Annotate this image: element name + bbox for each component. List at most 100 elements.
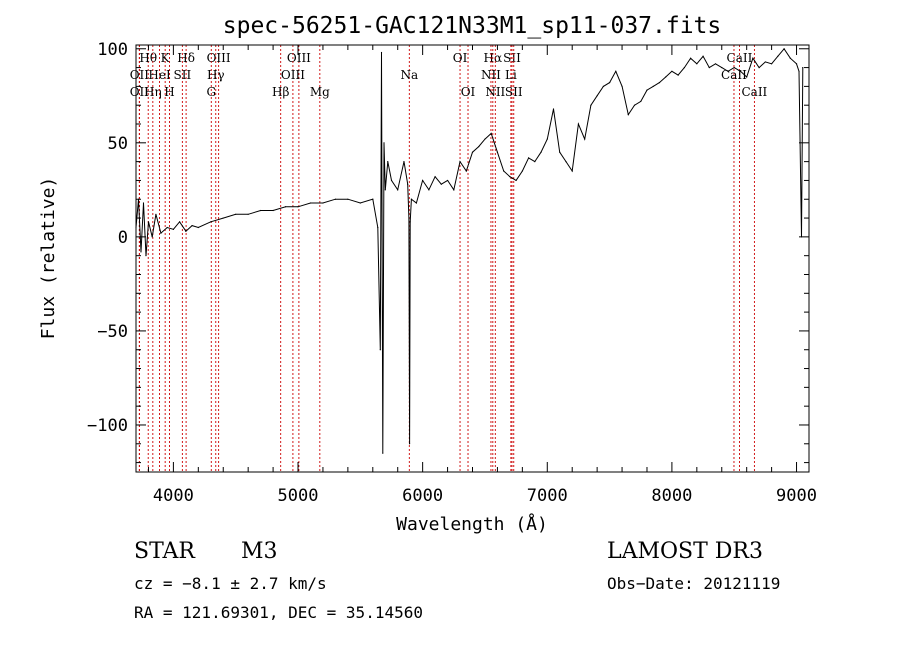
spectrum-point-9 [166,226,168,229]
x-tick-label-4: 8000 [651,486,692,506]
spectrum-point-104 [789,57,791,59]
spectrum-point-4 [145,255,147,257]
spectrum-point-79 [633,104,636,106]
y-tick-label-3: 50 [108,134,128,154]
spectrum-point-100 [764,61,766,63]
y-tick-label-2: 0 [118,228,128,248]
spectrum-point-57 [496,151,499,153]
line-marker-label-16: Na [400,68,418,82]
x-tick-label-5: 9000 [776,486,817,506]
spectrum-point-71 [584,138,586,140]
y-tick-label-1: −50 [97,322,128,342]
spectrum-point-41 [408,443,411,445]
y-axis-label: Flux (relative) [38,177,59,340]
y-axis: −100 −50 0 50 100 [87,40,809,464]
spectrum-point-94 [727,70,729,72]
spectrum-point-101 [771,63,773,65]
spectrum-point-65 [546,138,548,140]
line-marker-label-26: CaII [721,68,747,82]
line-marker-label-12: OIII [287,51,311,65]
spectrum-point-3 [142,202,145,204]
spectrum-point-19 [260,209,262,212]
spectrum-point-40 [408,217,410,219]
spectrum-point-54 [478,145,480,148]
survey-name: LAMOST DR3 [607,539,763,564]
line-marker-label-5: HeI [148,68,171,82]
spectrum-point-6 [151,236,153,238]
spectrum-point-36 [390,179,393,182]
spectrum-point-32 [382,452,384,454]
spectrum-point-25 [334,198,337,200]
spectrum-point-11 [179,221,181,223]
spectrum-point-7 [155,213,157,215]
line-marker-label-17: OI [453,51,468,65]
plot-frame [135,44,810,473]
spectrum-series [135,47,804,454]
line-marker-label-23: Li [505,68,517,82]
spectrum-point-72 [590,104,592,106]
spectrum-point-5 [147,221,150,223]
spectrum-point-29 [377,226,379,229]
redshift-velocity: cz = −8.1 ± 2.7 km/s [134,574,327,593]
x-axis: 4000 5000 6000 7000 8000 9000 [147,45,817,506]
spectrum-point-33 [383,142,385,144]
spectrum-point-12 [185,230,187,232]
spectrum-point-13 [191,224,193,227]
spectrum-point-84 [665,76,667,78]
spectrum-point-37 [397,189,399,191]
spectrum-point-34 [384,189,386,191]
x-tick-label-2: 6000 [402,486,443,506]
chart-title: spec-56251-GAC121N33M1_sp11-037.fits [223,13,722,39]
spectrum-point-46 [428,189,430,191]
line-marker-label-0: Hθ [139,51,157,65]
x-tick-label-3: 7000 [527,486,568,506]
spectrum-point-92 [714,63,717,65]
spectrum-point-42 [409,221,411,223]
spectrum-point-74 [602,85,604,87]
spectrum-point-103 [783,48,785,50]
observation-date: Obs−Date: 20121119 [607,574,781,593]
spectrum-point-24 [322,202,324,204]
spectrum-point-95 [733,66,735,69]
spectrum-point-76 [615,70,617,72]
line-marker-label-27: CaII [741,85,767,99]
line-marker-label-11: G [206,85,216,99]
spectrum-point-105 [795,63,798,65]
y-tick-label-4: 100 [97,40,128,60]
spectrum-point-8 [160,232,162,234]
spectrum-point-69 [571,170,573,172]
spectrum-point-96 [739,70,742,72]
object-subclass: M3 [241,539,278,564]
line-marker-label-9: OIII [207,51,231,65]
spectrum-point-89 [696,63,698,65]
spectrum-line-0 [135,47,804,454]
spectrum-point-98 [752,57,754,59]
object-type: STAR [134,539,195,564]
spectrum-point-81 [646,89,648,91]
spectrum-point-30 [379,349,381,351]
spectrum-point-53 [471,151,474,153]
spectrum-point-28 [372,198,374,200]
spectrum-point-78 [627,113,629,116]
spectrum-point-59 [509,176,511,178]
spectrum-point-17 [235,213,237,215]
spectrum-point-20 [272,209,274,212]
line-marker-label-10: Hγ [207,68,225,82]
spectrum-point-60 [515,179,517,182]
line-marker-label-25: CaII [727,51,753,65]
line-marker-label-19: Hα [484,51,503,65]
spectrum-point-102 [777,55,779,57]
coordinates: RA = 121.69301, DEC = 35.14560 [134,603,423,622]
spectrum-point-90 [702,55,704,57]
spectrum-point-27 [359,202,361,204]
spectrum-point-62 [527,157,530,159]
spectrum-point-31 [380,51,383,54]
spectrum-point-56 [490,132,492,135]
line-marker-label-7: Hδ [177,51,195,65]
spectrum-point-77 [621,85,623,87]
line-marker-label-24: SII [505,85,523,99]
spectrum-point-61 [521,170,523,172]
spectrum-point-99 [758,66,760,69]
